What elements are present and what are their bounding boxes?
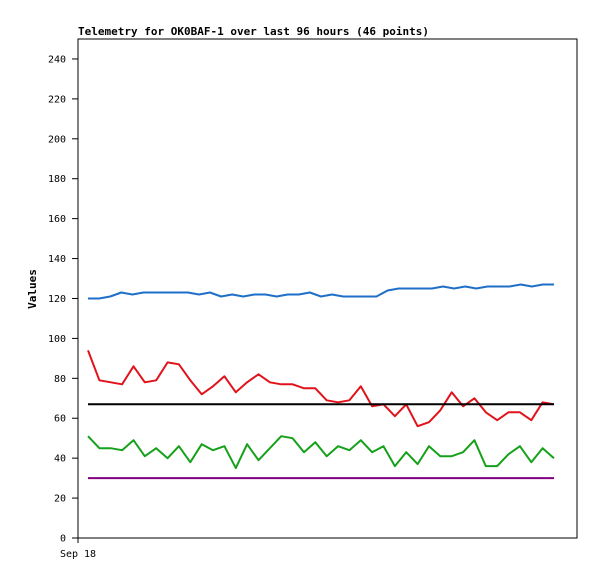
series-line-1 (88, 283, 554, 300)
x-tick-label: Sep 18 (60, 549, 96, 560)
y-tick-label: 220 (48, 94, 66, 105)
y-axis-label: Values (26, 269, 39, 309)
y-tick-label: 180 (48, 174, 66, 185)
y-tick-label: 200 (48, 134, 66, 145)
x-axis: Sep 18 (60, 538, 96, 560)
y-axis: 0 20 40 60 80 100 120 140 160 180 200 220 240 (48, 54, 78, 545)
y-tick-label: 160 (48, 214, 66, 225)
series-line-2 (87, 350, 555, 428)
y-tick-label: 140 (48, 254, 66, 265)
plot-area (77, 38, 578, 539)
y-tick-label: 40 (54, 454, 66, 465)
y-tick-label: 240 (48, 54, 66, 65)
y-tick-label: 120 (48, 294, 66, 305)
y-tick-label: 0 (60, 534, 66, 545)
y-tick-label: 80 (54, 374, 66, 385)
y-tick-label: 20 (54, 494, 66, 505)
chart-title: Telemetry for OK0BAF-1 over last 96 hour… (78, 25, 429, 38)
series-group (87, 283, 555, 480)
y-tick-label: 100 (48, 334, 66, 345)
y-tick-label: 60 (54, 414, 66, 425)
series-line-4 (87, 435, 555, 470)
